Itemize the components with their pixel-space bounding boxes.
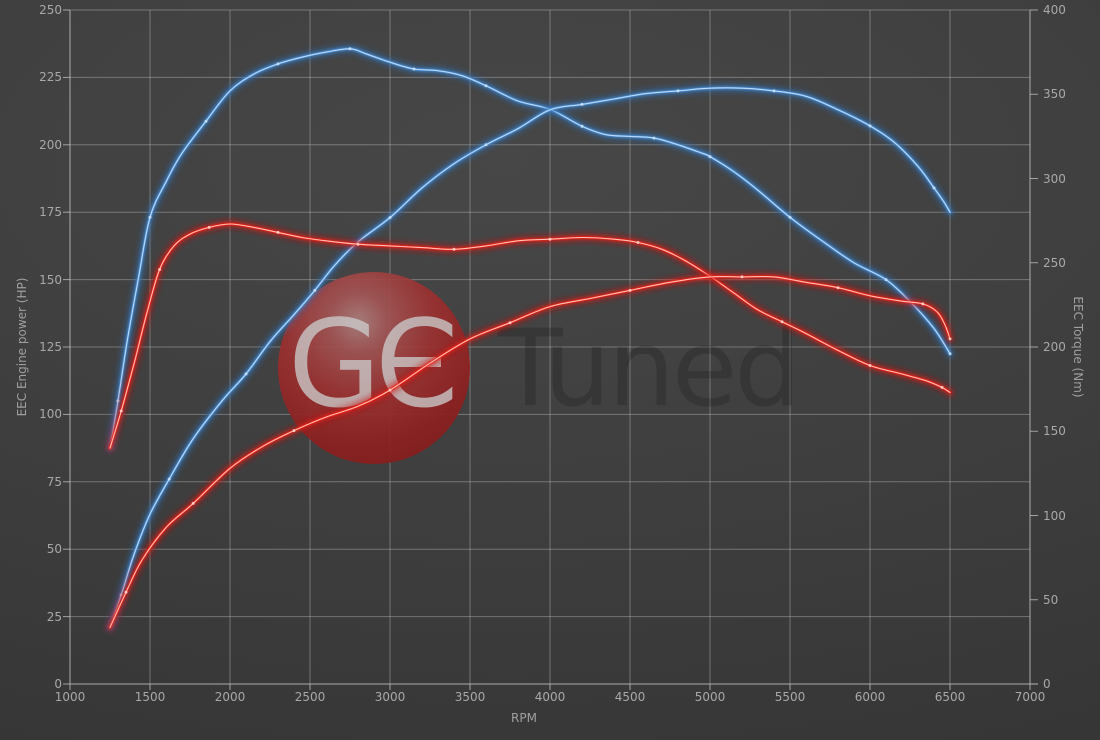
y-right-tick-label: 150 [1043,424,1066,439]
x-tick-label: 1000 [54,690,86,704]
y-left-tick-label: 125 [39,340,62,354]
x-tick-label: 5000 [694,690,726,704]
data-point-marker [948,352,952,356]
data-point-marker [167,477,171,481]
data-point-marker [313,288,317,292]
data-point-marker [276,230,280,234]
y-left-tick-label: 50 [46,542,62,557]
curve-red_power [105,272,955,632]
data-point-marker [412,67,416,71]
y-left-tick-label: 0 [54,677,62,691]
x-tick-label: 2000 [214,690,246,704]
y-left-tick-label: 225 [39,70,62,85]
data-point-marker [580,124,584,128]
data-point-marker [948,337,952,341]
x-tick-label: 2500 [294,690,326,704]
data-point-marker [868,124,872,128]
data-point-marker [148,215,152,219]
y-left-tick-label: 100 [39,407,62,422]
data-point-marker [348,47,352,51]
x-tick-label: 6500 [934,690,966,704]
data-point-marker [772,89,776,93]
data-point-marker [836,286,840,290]
data-point-marker [884,278,888,282]
data-point-marker [292,429,296,433]
data-point-marker [636,241,640,244]
data-point-marker [484,143,488,147]
y-right-tick-label: 300 [1043,171,1066,186]
curve-blue_torque [105,44,955,453]
y-left-tick-label: 200 [39,137,62,152]
curve-blue_power [105,83,955,632]
data-point-marker [204,119,208,123]
x-tick-label: 5500 [774,690,806,704]
y-right-tick-label: 350 [1043,87,1066,102]
y-right-tick-label: 100 [1043,508,1066,523]
y-left-tick-label: 175 [39,205,62,220]
data-point-marker [452,247,456,251]
data-point-marker [740,275,744,279]
data-point-marker [207,225,211,229]
y-left-tick-label: 250 [39,3,62,17]
data-point-marker [580,102,584,106]
data-point-marker [780,320,784,324]
x-tick-label: 3000 [374,690,406,704]
y-left-tick-label: 150 [39,272,62,287]
data-point-marker [921,302,925,306]
x-tick-label: 4500 [614,690,646,704]
data-point-marker [124,590,128,594]
y-right-tick-label: 400 [1043,3,1066,17]
x-tick-label: 7000 [1014,690,1046,704]
y-axis-title-left: EEC Engine power (HP) [15,277,29,417]
data-point-marker [356,242,360,246]
data-point-marker [388,216,392,220]
data-point-marker [119,409,123,413]
x-tick-label: 4000 [534,690,566,704]
data-point-marker [548,237,552,241]
data-point-marker [158,268,162,271]
data-point-marker [940,385,944,389]
curve-red_torque [105,219,955,453]
y-right-tick-label: 0 [1043,677,1051,691]
y-right-tick-label: 200 [1043,340,1066,354]
data-point-marker [388,388,392,392]
x-axis-title: RPM [511,711,537,725]
data-point-marker [932,186,936,190]
data-point-marker [652,136,656,140]
data-point-marker [508,321,512,325]
x-tick-label: 1500 [134,690,166,704]
data-point-marker [868,364,872,367]
y-axis-title-right: EEC Torque (Nm) [1071,296,1085,398]
data-point-marker [708,155,712,159]
data-point-marker [191,501,195,505]
data-point-marker [276,62,280,66]
data-point-marker [628,288,632,292]
data-point-marker [116,399,120,403]
y-left-tick-label: 25 [46,609,62,624]
data-point-marker [484,84,488,88]
y-right-tick-label: 250 [1043,255,1066,270]
data-point-marker [788,215,792,219]
x-tick-label: 6000 [854,690,886,704]
data-point-marker [676,89,680,93]
y-right-tick-label: 50 [1043,592,1059,607]
x-tick-label: 3500 [454,690,486,704]
y-left-tick-label: 75 [46,474,62,489]
data-point-marker [244,372,248,376]
